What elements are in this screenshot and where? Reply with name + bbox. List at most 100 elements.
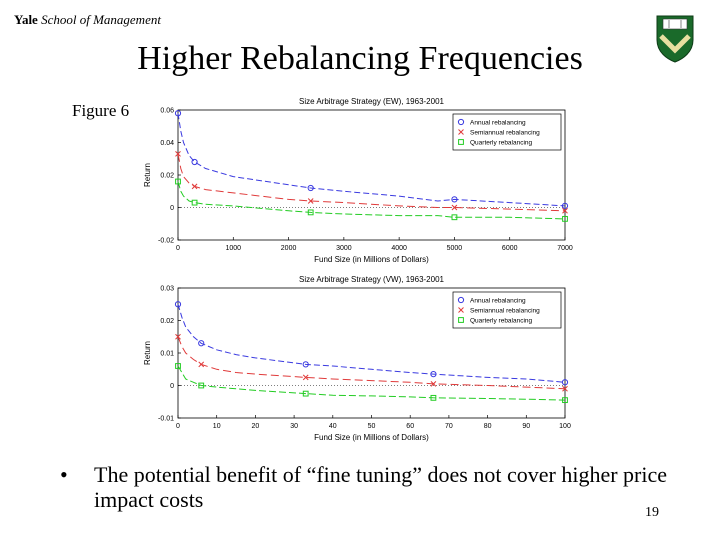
chart1-legend-marker [458,139,464,145]
chart1-legend-marker [457,118,465,126]
chart2-point [430,381,437,387]
chart1-xtick-label: 6000 [502,245,518,252]
chart2-point [430,394,437,401]
chart1-xtick-label: 1000 [225,245,241,252]
chart1-legend-box [452,113,562,151]
chart2-point [175,363,181,369]
chart1-legend-label: Annual rebalancing [470,120,526,127]
chart2-xtick-label: 0 [176,423,180,430]
chart1-xtick-label: 0 [176,245,180,252]
chart2-point [302,361,309,368]
chart1-point [191,199,198,206]
chart2-legend-box [452,291,562,329]
chart1-ytick-label: 0.04 [160,140,174,147]
chart2-point [302,374,309,381]
chart1-xtick-label: 3000 [336,245,352,252]
chart1-point [307,198,314,204]
chart2-ytick-label: -0.01 [158,416,174,423]
chart2-ytick-label: 0 [170,383,174,390]
chart1-xtick-label: 7000 [557,245,573,252]
brand-name: Yale [14,12,38,27]
chart1-point [175,151,181,157]
chart1-ytick-label: 0 [170,205,174,212]
chart1-point-b [191,183,198,190]
chart2-title: Size Arbitrage Strategy (VW), 1963-2001 [299,275,445,284]
chart1-legend-label: Semiannual rebalancing [470,130,540,137]
chart1-xtick-label: 5000 [447,245,463,252]
chart2-ytick-label: 0.02 [160,318,174,325]
chart2-point [562,385,568,392]
chart1-xtick-label: 4000 [391,245,407,252]
chart2-point [302,390,309,397]
slide-title: Higher Rebalancing Frequencies [137,40,583,77]
chart1-point [451,196,458,203]
chart2-series-circle-line [177,304,566,383]
chart2-legend-label: Annual rebalancing [470,298,526,305]
chart-vw: Size Arbitrage Strategy (VW), 1963-2001 F… [143,275,571,442]
chart2-xlabel: Fund Size (in Millions of Dollars) [314,433,429,442]
chart2-point [174,301,182,308]
chart2-xtick-label: 70 [445,423,453,430]
chart2-point-b [198,361,205,368]
chart2-xtick-label: 30 [290,423,298,430]
chart1-point [175,178,181,185]
chart2-xtick-label: 20 [252,423,260,430]
chart2-xtick-label: 90 [522,423,530,430]
chart1-point [191,158,198,166]
chart1-point [451,204,458,211]
chart1-series-square-line [177,181,566,220]
chart2-point-b [175,333,181,340]
chart1-point [451,214,458,221]
figure-label: Figure 6 [72,101,130,120]
chart-ew: Size Arbitrage Strategy (EW), 1963-2001 F… [143,97,573,264]
chart2-xtick-label: 50 [368,423,376,430]
chart1-point [307,209,314,216]
chart1-legend-marker [458,129,464,135]
chart1-title: Size Arbitrage Strategy (EW), 1963-2001 [299,97,445,106]
chart2-legend-label: Semiannual rebalancing [470,308,540,315]
chart2-point [561,379,569,386]
chart2-point [198,382,205,389]
chart2-point-b [562,385,568,392]
chart1-xtick-label: 2000 [281,245,297,252]
chart2-point [175,333,181,340]
chart1-xlabel: Fund Size (in Millions of Dollars) [314,255,429,264]
chart2-legend-label: Quarterly rebalancing [470,318,533,325]
chart1-point [562,215,568,222]
chart2-legend-marker [457,296,465,304]
chart2-legend-marker-b [458,307,464,313]
school-subtitle: School of Management [41,12,161,27]
chart2-point [430,371,437,378]
chart2-legend-marker [458,317,464,323]
chart1-point-b [307,198,314,204]
chart1-legend-marker-b [458,129,464,135]
chart2-point-b [302,374,309,381]
chart2-point-b [430,381,437,387]
chart1-ytick-label: 0.02 [160,173,174,180]
chart1-point-b [451,204,458,211]
chart1-point-b [175,151,181,157]
chart1-series-x-line [177,153,566,212]
chart2-ytick-label: 0.03 [160,286,174,293]
chart1-point [174,110,182,117]
chart2-legend-marker [458,307,464,313]
chart2-xtick-label: 40 [329,423,337,430]
chart1-point [562,207,568,214]
bullet-text: The potential benefit of “fine tuning” d… [94,462,668,512]
chart1-point [561,202,569,209]
chart2-point [198,361,205,368]
chart1-point [307,184,314,192]
chart2-point [562,397,568,404]
chart2-xtick-label: 80 [484,423,492,430]
school-logo-text: Yale School of Management [14,12,161,28]
chart1-legend-label: Quarterly rebalancing [470,140,533,147]
crest-icon [656,15,694,63]
page-number: 19 [645,505,659,520]
chart2-ylabel: Return [143,341,152,365]
bullet-dot: • [60,462,68,487]
chart1-ytick-label: 0.06 [160,108,174,115]
chart2-ytick-label: 0.01 [160,351,174,358]
chart1-series-circle-line [177,113,566,207]
chart2-xtick-label: 100 [559,423,571,430]
chart1-ytick-label: -0.02 [158,238,174,245]
